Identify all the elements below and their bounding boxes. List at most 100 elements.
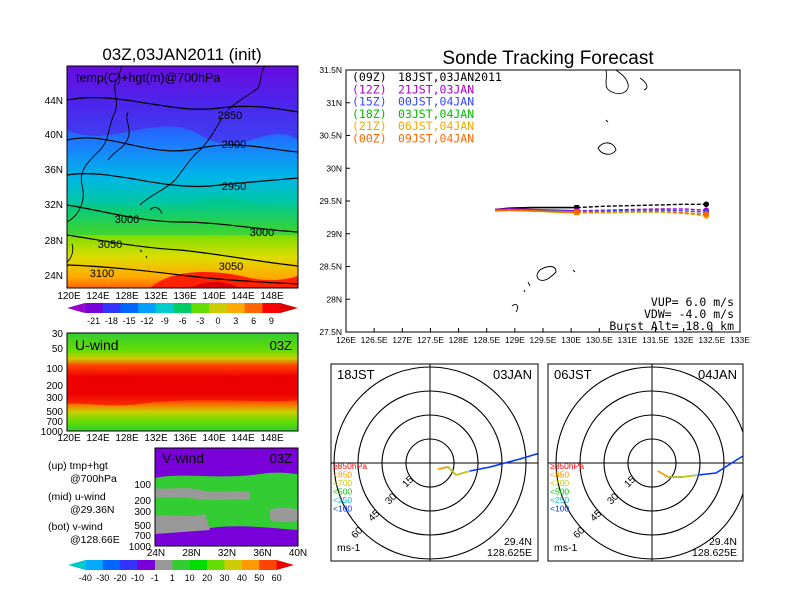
x-tick-label: 128.5E — [473, 335, 500, 345]
map-lon-tick: 128E — [115, 291, 139, 302]
map-lat-tick: 36N — [45, 165, 63, 176]
legend-code: (09Z) — [352, 70, 387, 84]
v-pressure-tick: 100 — [134, 480, 151, 491]
contour-label: 3050 — [98, 239, 122, 251]
colorbar-label: 30 — [219, 573, 229, 583]
ring-label: 45 — [366, 508, 382, 524]
map-title: 03Z,03JAN2011 (init) — [102, 45, 261, 64]
colorbar-cell — [85, 560, 104, 570]
colorbar-cell — [224, 560, 243, 570]
map-lat-ticks: 44N 40N 36N 32N 28N 24N — [45, 96, 63, 282]
pressure-legend-item: <500 — [550, 487, 569, 497]
v-pressure-tick: 300 — [134, 507, 151, 518]
hodograph-frame — [330, 363, 539, 562]
v-lat-tick: 40N — [289, 548, 307, 559]
u-lon-tick: 148E — [260, 433, 284, 444]
hodograph-lon: 128.625E — [487, 547, 532, 559]
colorbar-label: 9 — [269, 316, 274, 326]
u-pressure-tick: 1000 — [41, 427, 64, 438]
u-pressure-tick: 700 — [46, 417, 63, 428]
colorbar-label: -3 — [196, 316, 204, 326]
hodograph-lon: 128.625E — [692, 547, 737, 559]
note-title: (mid) u-wind — [48, 491, 106, 503]
x-tick-label: 132.5E — [698, 335, 725, 345]
temperature-field — [67, 66, 298, 288]
v-pressure-tick: 200 — [134, 496, 151, 507]
legend-code: (00Z) — [352, 132, 387, 146]
hodograph-time: 06JST — [554, 367, 592, 382]
colorbar-label: -12 — [140, 316, 153, 326]
note-detail: @700hPa — [70, 473, 117, 485]
colorbar-label: -15 — [123, 316, 136, 326]
map-lat-tick: 40N — [45, 130, 63, 141]
track-coastlines — [511, 70, 648, 313]
v-wind-time: 03Z — [270, 451, 292, 466]
hodograph-plot — [548, 364, 743, 561]
contour-label: 2850 — [218, 110, 242, 122]
colorbar-cell — [259, 560, 278, 570]
track-line-descent — [576, 203, 707, 209]
ring-label: 15 — [622, 474, 638, 490]
colorbar-label: -6 — [178, 316, 186, 326]
contour-label: 3100 — [90, 268, 114, 280]
x-tick-label: 132E — [674, 335, 694, 345]
x-tick-label: 131E — [617, 335, 637, 345]
landing-point — [703, 201, 710, 208]
legend-label: 09JST,04JAN — [398, 132, 474, 146]
ring-label: 30 — [383, 491, 399, 507]
colorbar-cell — [172, 560, 191, 570]
track-line-descent — [576, 208, 707, 212]
colorbar-cell — [241, 560, 260, 570]
x-tick-label: 129.5E — [530, 335, 557, 345]
track-axes: 126E 126.5E 127E 127.5E 128E 128.5E 129E 129.5E… — [319, 65, 750, 345]
hodograph-date: 03JAN — [493, 367, 532, 382]
track-line-ascent — [495, 209, 577, 213]
legend-label: 00JST,04JAN — [398, 95, 474, 109]
pressure-legend-item: <700 — [333, 478, 352, 488]
colorbar-cell — [155, 303, 175, 313]
burst-point — [574, 209, 580, 215]
colorbar-label: -1 — [151, 573, 159, 583]
legend-label: 18JST,03JAN2011 — [398, 70, 502, 84]
v-wind-field — [155, 448, 298, 546]
note-detail: @128.66E — [70, 534, 120, 546]
hodograph-plot — [331, 364, 538, 561]
descent-rate: VDW= -4.0 m/s — [644, 307, 734, 321]
u-lon-tick: 144E — [231, 433, 255, 444]
pressure-legend-item: ≥850hPa — [333, 461, 367, 471]
x-tick-label: 130E — [561, 335, 581, 345]
v-wind-label: V-wind — [162, 450, 204, 466]
burst-point — [574, 205, 580, 211]
ring-label: 30 — [605, 491, 621, 507]
y-tick-label: 30.5N — [319, 131, 342, 141]
colorbar-label: 50 — [254, 573, 264, 583]
hodograph-trace-upper — [657, 455, 743, 478]
track-series — [495, 201, 710, 219]
map-lon-ticks: 120E 124E 128E 132E 136E 140E 144E 148E — [57, 291, 284, 302]
map-lon-tick: 148E — [260, 291, 284, 302]
track-title: Sonde Tracking Forecast — [442, 48, 654, 69]
colorbar-label: -18 — [105, 316, 118, 326]
x-tick-label: 130.5E — [586, 335, 613, 345]
y-tick-label: 27.5N — [319, 327, 342, 337]
x-tick-label: 128E — [449, 335, 469, 345]
y-tick-label: 31.5N — [319, 65, 342, 75]
pressure-legend-item: <250 — [333, 495, 352, 505]
colorbar-cell — [102, 303, 121, 313]
v-lat-tick: 28N — [182, 548, 200, 559]
pressure-legend-item: <100 — [550, 504, 569, 514]
v-lat-tick: 24N — [147, 548, 165, 559]
ring-label: 60 — [350, 525, 366, 541]
legend-label: 03JST,04JAN — [398, 107, 474, 121]
u-wind-label: U-wind — [75, 337, 119, 353]
colorbar-cell — [137, 560, 156, 570]
u-pressure-tick: 200 — [46, 381, 63, 392]
contour-label: 2900 — [222, 139, 246, 151]
hodograph-trace-surface — [657, 470, 669, 478]
legend-code: (12Z) — [352, 82, 387, 96]
hodograph-trace-surface — [437, 466, 449, 470]
colorbar-label: 10 — [185, 573, 195, 583]
track-legend: (09Z) 18JST,03JAN2011 (12Z) 21JST,03JAN (15Z… — [352, 70, 502, 146]
